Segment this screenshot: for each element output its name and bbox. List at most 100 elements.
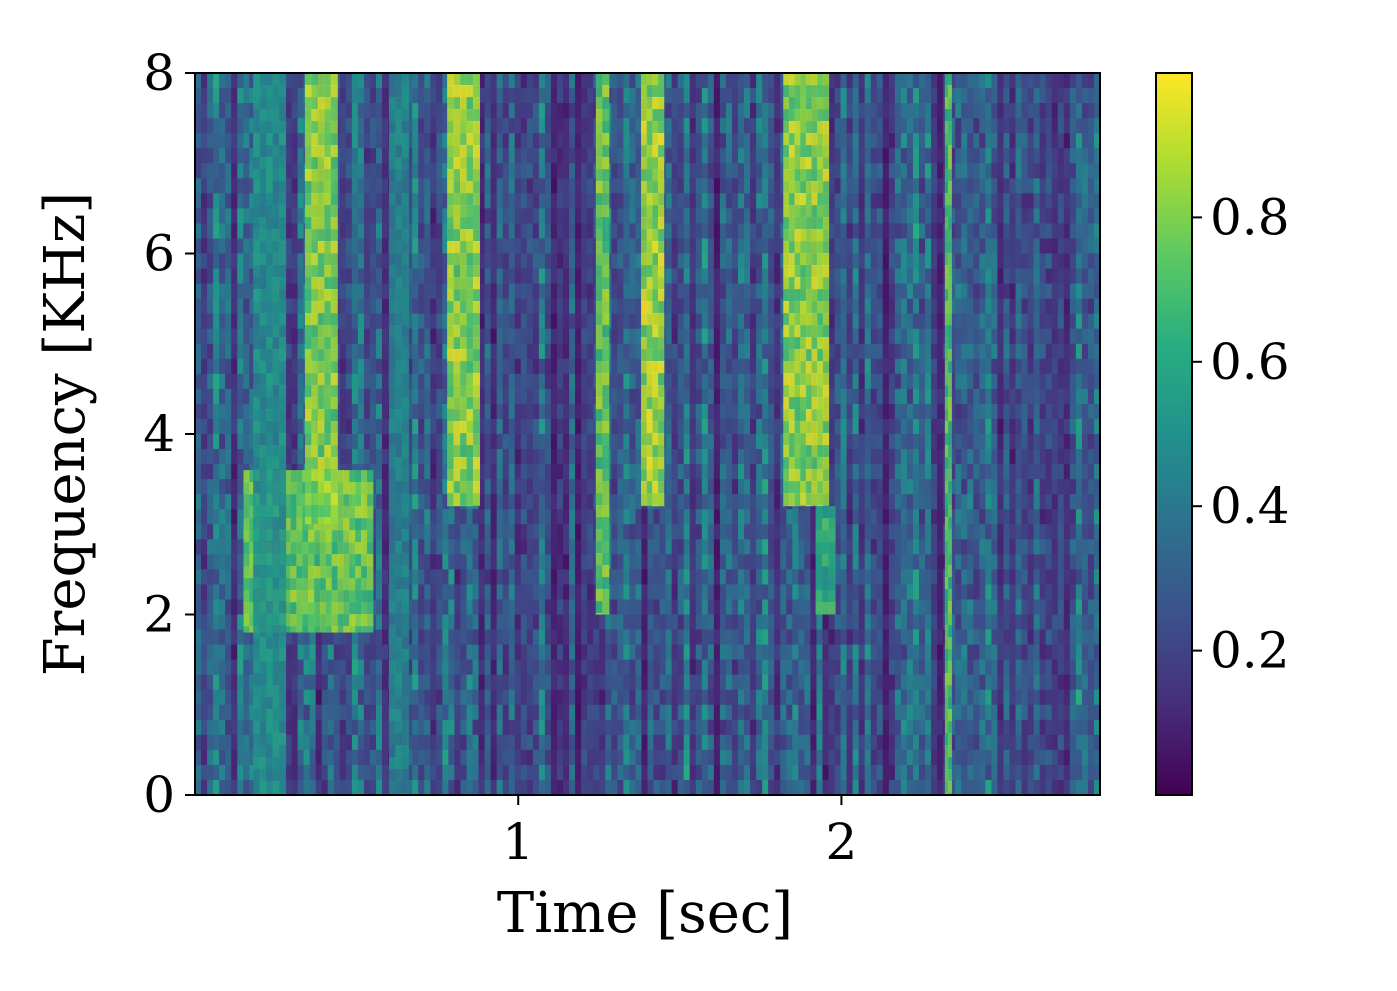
heatmap-cell — [647, 614, 655, 631]
heatmap-cell — [201, 88, 208, 104]
heatmap-cell — [424, 704, 431, 721]
heatmap-cell — [671, 298, 679, 315]
heatmap-cell — [677, 449, 685, 465]
heatmap-cell — [225, 283, 232, 300]
heatmap-cell — [448, 749, 456, 766]
heatmap-cell — [635, 178, 643, 194]
heatmap-cell — [243, 148, 250, 164]
heatmap-cell — [629, 479, 637, 495]
heatmap-cell — [285, 208, 293, 225]
heatmap-cell — [738, 103, 745, 119]
heatmap-cell — [677, 148, 685, 164]
heatmap-cell — [635, 749, 643, 766]
heatmap-cell — [569, 479, 576, 495]
heatmap-cell — [219, 88, 226, 104]
heatmap-cell — [695, 539, 703, 555]
heatmap-cell — [201, 509, 208, 525]
heatmap-cell — [629, 313, 637, 330]
heatmap-cell — [713, 569, 721, 586]
heatmap-cell — [508, 719, 516, 736]
heatmap-cell — [315, 749, 323, 766]
heatmap-cell — [707, 539, 715, 555]
heatmap-cell — [195, 644, 202, 661]
heatmap-cell — [683, 133, 691, 149]
heatmap-cell — [557, 298, 564, 315]
heatmap-cell — [406, 193, 413, 209]
heatmap-cell — [762, 689, 769, 706]
heatmap-cell — [285, 764, 293, 781]
heatmap-cell — [514, 659, 522, 676]
heatmap-cell — [659, 629, 667, 646]
heatmap-cell — [581, 163, 588, 179]
heatmap-cell — [376, 659, 383, 676]
heatmap-cell — [514, 749, 522, 766]
heatmap-cell — [369, 298, 377, 315]
heatmap-cell — [538, 373, 546, 390]
heatmap-cell — [369, 73, 377, 89]
heatmap-cell — [792, 539, 799, 555]
heatmap-cell — [376, 494, 383, 510]
heatmap-cell — [237, 418, 244, 435]
heatmap-cell — [195, 524, 202, 540]
heatmap-cell — [327, 674, 335, 691]
heatmap-cell — [339, 103, 347, 119]
heatmap-cell — [738, 554, 745, 570]
heatmap-cell — [207, 524, 214, 540]
heatmap-cell — [689, 103, 697, 119]
heatmap-cell — [382, 584, 389, 601]
heatmap-cell — [774, 373, 781, 390]
heatmap-cell — [569, 494, 576, 510]
heatmap-cell — [557, 449, 564, 465]
heatmap-cell — [514, 734, 522, 751]
heatmap-cell — [731, 644, 739, 661]
heatmap-cell — [484, 133, 492, 149]
heatmap-cell — [701, 253, 709, 270]
heatmap-cell — [750, 118, 757, 134]
heatmap-cell — [430, 268, 437, 285]
heatmap-cell — [201, 719, 208, 736]
heatmap-cell — [213, 749, 220, 766]
heatmap-cell — [677, 163, 685, 179]
heatmap-cell — [406, 118, 413, 134]
heatmap-cell — [762, 178, 769, 194]
heatmap-cell — [213, 764, 220, 781]
heatmap-cell — [575, 328, 582, 345]
heatmap-cell — [219, 629, 226, 646]
heatmap-cell — [605, 779, 612, 795]
heatmap-cell — [309, 689, 317, 706]
heatmap-cell — [623, 103, 630, 119]
heatmap-cell — [707, 659, 715, 676]
heatmap-cell — [774, 163, 781, 179]
heatmap-cell — [538, 479, 546, 495]
heatmap-cell — [683, 418, 691, 435]
heatmap-cell — [611, 103, 618, 119]
heatmap-cell — [213, 208, 220, 225]
heatmap-cell — [810, 734, 818, 751]
heatmap-cell — [424, 434, 431, 450]
heatmap-cell — [623, 88, 630, 104]
heatmap-cell — [689, 734, 697, 751]
heatmap-cell — [587, 163, 594, 179]
heatmap-cell — [762, 343, 769, 360]
heatmap-cell — [731, 434, 739, 450]
heatmap-cell — [575, 118, 582, 134]
heatmap-cell — [249, 644, 256, 661]
heatmap-cell — [243, 298, 250, 315]
heatmap-cell — [701, 418, 709, 435]
heatmap-cell — [430, 584, 437, 601]
heatmap-cell — [738, 569, 745, 586]
heatmap-cell — [689, 614, 697, 631]
heatmap-cell — [418, 494, 425, 510]
heatmap-cell — [575, 719, 582, 736]
heatmap-cell — [514, 313, 522, 330]
heatmap-cell — [774, 118, 781, 134]
heatmap-cell — [762, 163, 769, 179]
heatmap-cell — [496, 434, 504, 450]
heatmap-cell — [303, 659, 311, 676]
heatmap-cell — [351, 418, 359, 435]
heatmap-cell — [557, 223, 564, 240]
heatmap-cell — [219, 388, 226, 405]
heatmap-cell — [460, 524, 468, 540]
heatmap-cell — [219, 719, 226, 736]
heatmap-cell — [502, 73, 510, 89]
